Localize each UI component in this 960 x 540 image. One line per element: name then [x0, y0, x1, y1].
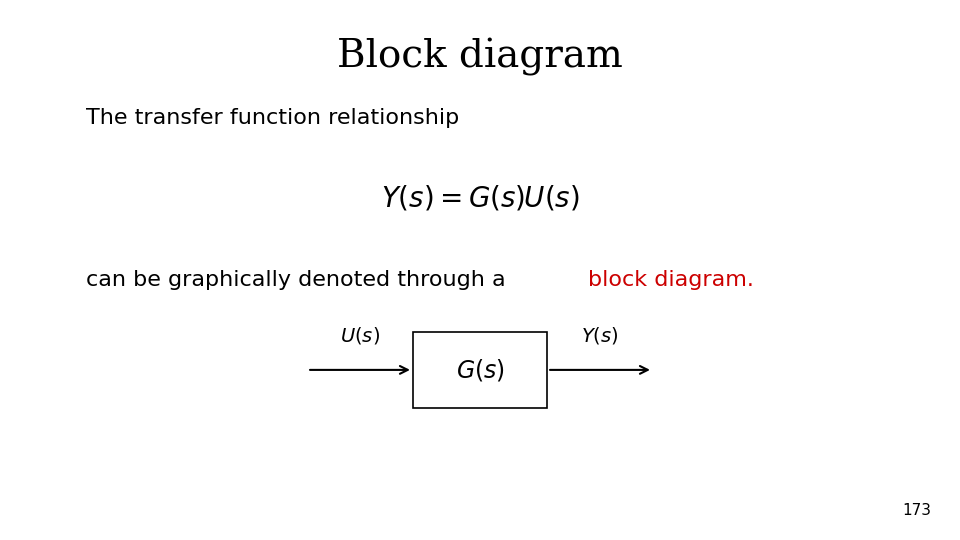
Text: 173: 173 [902, 503, 931, 518]
Text: $Y(s)$: $Y(s)$ [581, 325, 619, 346]
Text: block diagram.: block diagram. [588, 270, 755, 290]
Text: Block diagram: Block diagram [337, 38, 623, 76]
Bar [413, 332, 547, 408]
Text: $Y(s) = G(s)U(s)$: $Y(s) = G(s)U(s)$ [381, 184, 579, 213]
Text: $G(s)$: $G(s)$ [456, 357, 504, 383]
Text: can be graphically denoted through a: can be graphically denoted through a [86, 270, 514, 290]
Text: $U(s)$: $U(s)$ [340, 325, 380, 346]
Text: The transfer function relationship: The transfer function relationship [86, 108, 460, 128]
